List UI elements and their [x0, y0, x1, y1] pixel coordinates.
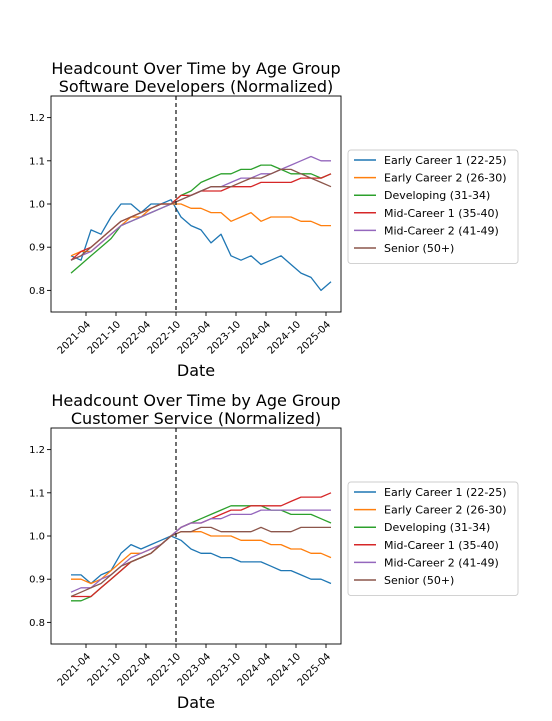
- axes-frame: [50, 95, 342, 313]
- y-tick-label: 0.9: [29, 575, 45, 586]
- series-group: [70, 155, 332, 292]
- y-tick-label: 1.2: [29, 445, 45, 456]
- legend-label: Developing (31-34): [384, 521, 490, 534]
- series-group: [70, 492, 332, 602]
- legend-label: Mid-Career 1 (35-40): [384, 539, 499, 552]
- legend-label: Early Career 1 (22-25): [384, 486, 507, 499]
- series-line-4: [71, 492, 332, 598]
- legend-label: Early Career 2 (26-30): [384, 172, 507, 185]
- legend-label: Early Career 2 (26-30): [384, 504, 507, 517]
- legend-box: [347, 481, 519, 597]
- series-line-1: [71, 535, 332, 585]
- chart-panel-2: Headcount Over Time by Age GroupCustomer…: [29, 391, 519, 712]
- chart-title-line-1: Headcount Over Time by Age Group: [51, 391, 340, 410]
- chart-title-line-2: Software Developers (Normalized): [59, 77, 334, 96]
- series-line-6: [70, 168, 332, 261]
- legend-label: Senior (50+): [384, 242, 454, 255]
- legend-label: Mid-Career 1 (35-40): [384, 207, 499, 220]
- legend-label: Early Career 1 (22-25): [384, 154, 507, 167]
- x-axis-label: Date: [177, 361, 215, 380]
- x-tick-label: 2025-04: [296, 319, 333, 356]
- legend-label: Senior (50+): [384, 574, 454, 587]
- legend-label: Developing (31-34): [384, 189, 490, 202]
- y-tick-label: 1.0: [29, 200, 45, 211]
- series-line-6: [70, 526, 331, 598]
- chart-title-line-2: Customer Service (Normalized): [71, 409, 321, 428]
- x-tick-label: 2025-04: [296, 651, 333, 688]
- legend: Early Career 1 (22-25) Early Career 2 (26…: [347, 481, 519, 597]
- legend-label: Mid-Career 2 (41-49): [384, 556, 499, 569]
- y-tick-label: 1.0: [29, 532, 45, 543]
- series-line-3: [70, 164, 332, 274]
- chart-panel-1: Headcount Over Time by Age GroupSoftware…: [29, 59, 519, 380]
- legend-box: [347, 149, 519, 265]
- series-line-2: [71, 531, 332, 585]
- x-axis-label: Date: [177, 693, 215, 712]
- y-tick-label: 1.1: [29, 488, 45, 499]
- y-tick-label: 1.2: [29, 113, 45, 124]
- chart-title-line-1: Headcount Over Time by Age Group: [51, 59, 340, 78]
- legend: Early Career 1 (22-25) Early Career 2 (26…: [347, 149, 519, 265]
- legend-label: Mid-Career 2 (41-49): [384, 224, 499, 237]
- y-tick-label: 0.8: [29, 286, 45, 297]
- y-tick-label: 1.1: [29, 156, 45, 167]
- y-tick-label: 0.8: [29, 618, 45, 629]
- axes-frame: [50, 427, 342, 645]
- series-line-1: [70, 199, 332, 292]
- y-tick-label: 0.9: [29, 243, 45, 254]
